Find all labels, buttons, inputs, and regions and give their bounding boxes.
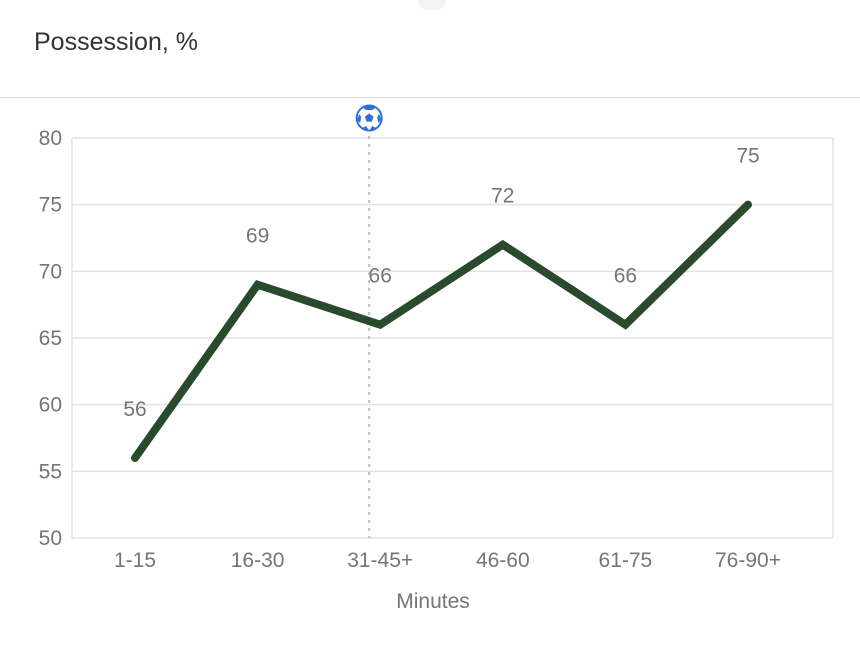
x-axis-title: Minutes — [396, 590, 470, 613]
y-tick-label: 75 — [39, 194, 62, 217]
y-tick-label: 70 — [39, 260, 62, 283]
data-label: 66 — [369, 265, 392, 288]
soccer-ball-icon — [355, 104, 383, 132]
grid-lines — [71, 137, 834, 539]
x-tick-label: 16-30 — [231, 549, 285, 572]
y-tick-label: 50 — [39, 527, 62, 550]
x-tick-label: 46-60 — [476, 549, 530, 572]
data-label: 66 — [614, 265, 637, 288]
chart-title: Possession, % — [34, 28, 198, 56]
y-tick-label: 55 — [39, 460, 62, 483]
series-group — [131, 200, 752, 462]
data-label: 72 — [491, 185, 514, 208]
x-tick-label: 31-45+ — [347, 549, 413, 572]
y-tick-label: 60 — [39, 394, 62, 417]
data-label: 75 — [736, 145, 759, 168]
y-tick-label: 65 — [39, 327, 62, 350]
x-tick-label: 61-75 — [599, 549, 653, 572]
x-axis: 1-15 16-30 31-45+ 46-60 61-75 76-90+ — [114, 549, 781, 572]
card-header: Possession, % — [0, 0, 860, 98]
data-labels: 56 69 66 72 66 75 — [123, 145, 759, 421]
y-axis: 50 55 60 65 70 75 80 — [39, 127, 62, 550]
series-line — [131, 200, 752, 462]
data-label: 56 — [123, 398, 146, 421]
x-tick-label: 76-90+ — [715, 549, 781, 572]
drag-handle — [418, 0, 446, 10]
goal-marker — [355, 104, 383, 538]
data-label: 69 — [246, 225, 269, 248]
y-tick-label: 80 — [39, 127, 62, 150]
x-tick-label: 1-15 — [114, 549, 156, 572]
